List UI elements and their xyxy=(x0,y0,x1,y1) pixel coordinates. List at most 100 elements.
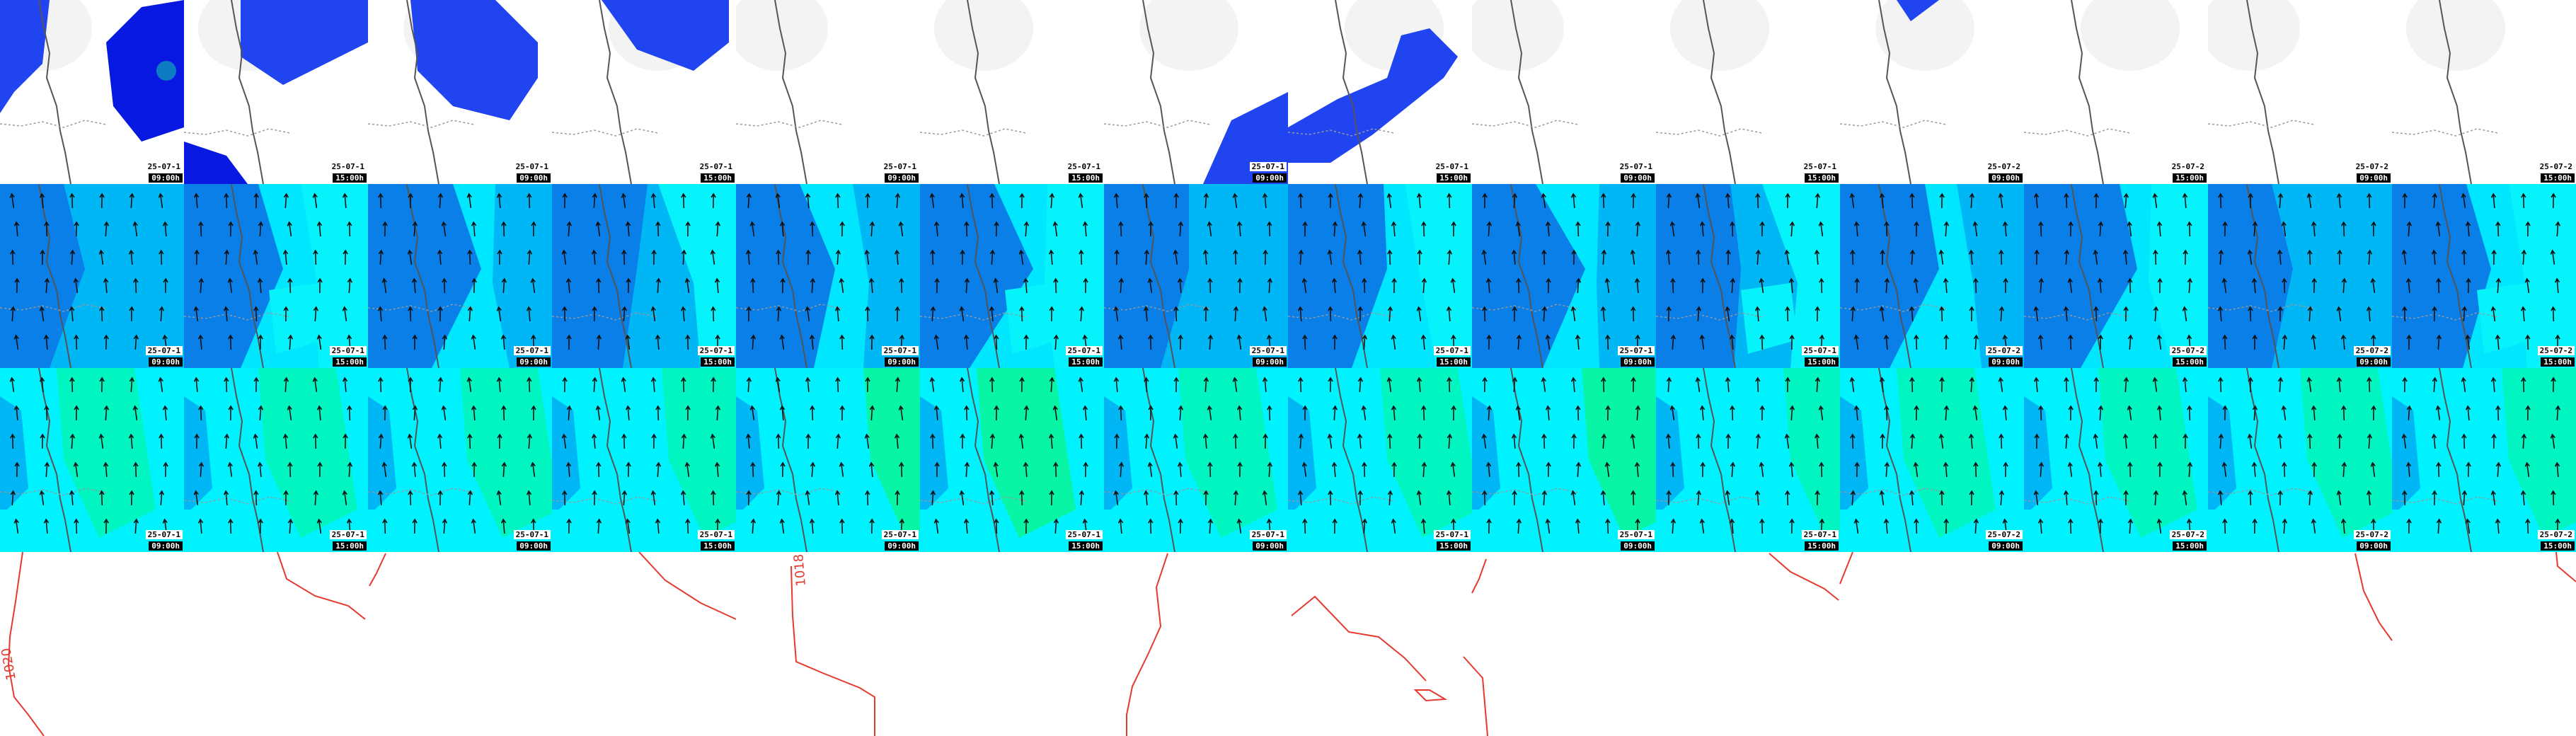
wind-arrow-icon xyxy=(1114,433,1120,449)
wind-arrow-icon xyxy=(2033,376,2040,393)
coastline xyxy=(1510,368,1543,552)
coastline xyxy=(967,368,1000,552)
wind-arrow-icon xyxy=(2038,405,2044,421)
wind-arrow-icon xyxy=(1079,490,1085,506)
wind-arrow-icon xyxy=(1630,249,1635,265)
wind-arrow-icon xyxy=(198,461,205,478)
wind-arrow-icon xyxy=(1416,490,1422,506)
wind-arrow-icon xyxy=(437,249,443,265)
wind-arrow-icon xyxy=(1635,221,1641,237)
wind-arrow-icon xyxy=(43,518,50,534)
wind-arrow-icon xyxy=(1849,192,1855,209)
wind-arrow-icon xyxy=(1785,192,1790,209)
wind-arrow-icon xyxy=(1784,249,1790,265)
tile-time-label: 15:00h xyxy=(333,541,367,551)
wind-arrow-icon xyxy=(1147,277,1153,294)
wind-arrow-icon xyxy=(412,334,418,350)
wind-arrow-icon xyxy=(1332,518,1338,534)
wind-arrow-icon xyxy=(566,405,573,421)
wind-arrow-icon xyxy=(1148,518,1154,534)
wind-arrow-icon xyxy=(1332,221,1338,237)
coastline xyxy=(1335,368,1368,552)
wind-arrow-icon xyxy=(839,518,845,534)
wind-arrow-icon xyxy=(228,334,234,350)
wind-arrow-icon xyxy=(1631,376,1636,393)
tile-time-label: 09:00h xyxy=(1621,541,1655,551)
wind-arrow-icon xyxy=(313,490,319,506)
wind-arrow-icon xyxy=(1113,306,1119,322)
wind-arrows xyxy=(1849,376,2008,534)
coastline xyxy=(1335,184,1368,368)
wind-arrow-icon xyxy=(99,192,105,209)
wind-arrow-icon xyxy=(1909,306,1915,322)
wind-arrow-icon xyxy=(471,405,477,421)
wind-arrow-icon xyxy=(1173,306,1179,322)
wind-arrow-icon xyxy=(810,221,815,237)
wind-arrow-icon xyxy=(775,376,781,393)
coastline xyxy=(38,368,71,552)
wind-arrow-icon xyxy=(1267,461,1273,478)
wind-arrow-icon xyxy=(129,376,135,393)
wind-arrow-icon xyxy=(2367,433,2373,449)
wind-arrow-icon xyxy=(437,192,444,209)
wind-arrow-icon xyxy=(69,433,76,449)
wind-arrow-icon xyxy=(2247,249,2253,265)
wind-arrow-icon xyxy=(2247,433,2253,449)
wind-arrow-icon xyxy=(44,221,50,237)
wind-arrow-icon xyxy=(283,376,289,393)
wind-arrow-icon xyxy=(1173,433,1178,449)
wind-arrow-icon xyxy=(1914,221,1919,237)
wind-arrow-icon xyxy=(1082,221,1088,237)
isobar-line xyxy=(1291,595,1427,682)
wind-arrow-icon xyxy=(565,277,572,294)
wind-arrow-icon xyxy=(471,277,477,294)
wind-arrow-icon xyxy=(1545,221,1551,237)
wind-arrows xyxy=(1665,192,1825,350)
wind-arrow-icon xyxy=(1451,405,1456,421)
border xyxy=(2208,304,2315,312)
temperature-field xyxy=(920,368,1104,552)
wind-arrows xyxy=(1297,192,1456,350)
wind-arrow-icon xyxy=(1203,192,1209,209)
wind-arrow-icon xyxy=(287,277,293,294)
wind-arrow-icon xyxy=(1725,433,1731,449)
wind-arrow-icon xyxy=(1969,306,1974,322)
coastline xyxy=(599,0,632,184)
wind-arrow-icon xyxy=(963,518,970,534)
wind-arrow-icon xyxy=(2551,490,2556,506)
wind-arrow-icon xyxy=(2341,461,2347,478)
wind-arrow-icon xyxy=(2406,334,2412,350)
wind-arrow-icon xyxy=(527,192,532,209)
wind-arrow-icon xyxy=(1144,376,1149,393)
wind-arrow-icon xyxy=(1023,334,1029,350)
wind-arrows xyxy=(2401,192,2561,350)
wind-arrow-icon xyxy=(74,221,79,237)
wind-arrow-icon xyxy=(775,192,781,209)
wind-arrow-icon xyxy=(98,249,104,265)
wind-arrow-icon xyxy=(2063,306,2069,322)
wind-arrow-icon xyxy=(69,490,75,506)
wind-arrow-icon xyxy=(1236,221,1243,237)
wind-arrow-icon xyxy=(1631,192,1636,209)
wind-arrow-icon xyxy=(655,405,661,421)
wind-arrow-icon xyxy=(1670,461,1676,478)
wind-arrow-icon xyxy=(224,192,229,209)
wind-arrow-icon xyxy=(1725,192,1731,209)
wind-arrow-icon xyxy=(1421,277,1427,294)
wind-arrow-icon xyxy=(1485,277,1492,294)
wind-arrow-icon xyxy=(2520,306,2526,322)
border xyxy=(1288,496,1395,505)
wind-arrow-icon xyxy=(1421,221,1427,237)
wind-arrow-icon xyxy=(2252,405,2258,421)
wind-arrow-icon xyxy=(685,518,691,534)
wind-arrow-icon xyxy=(287,334,294,350)
wind-arrow-icon xyxy=(1263,249,1268,265)
wind-arrow-icon xyxy=(1939,490,1945,506)
wind-arrow-icon xyxy=(994,334,999,350)
wind-arrow-icon xyxy=(898,405,904,421)
wind-arrow-icon xyxy=(621,249,627,265)
wind-arrow-icon xyxy=(960,433,965,449)
wind-arrow-icon xyxy=(2152,192,2158,209)
wind-arrow-icon xyxy=(1144,192,1149,209)
